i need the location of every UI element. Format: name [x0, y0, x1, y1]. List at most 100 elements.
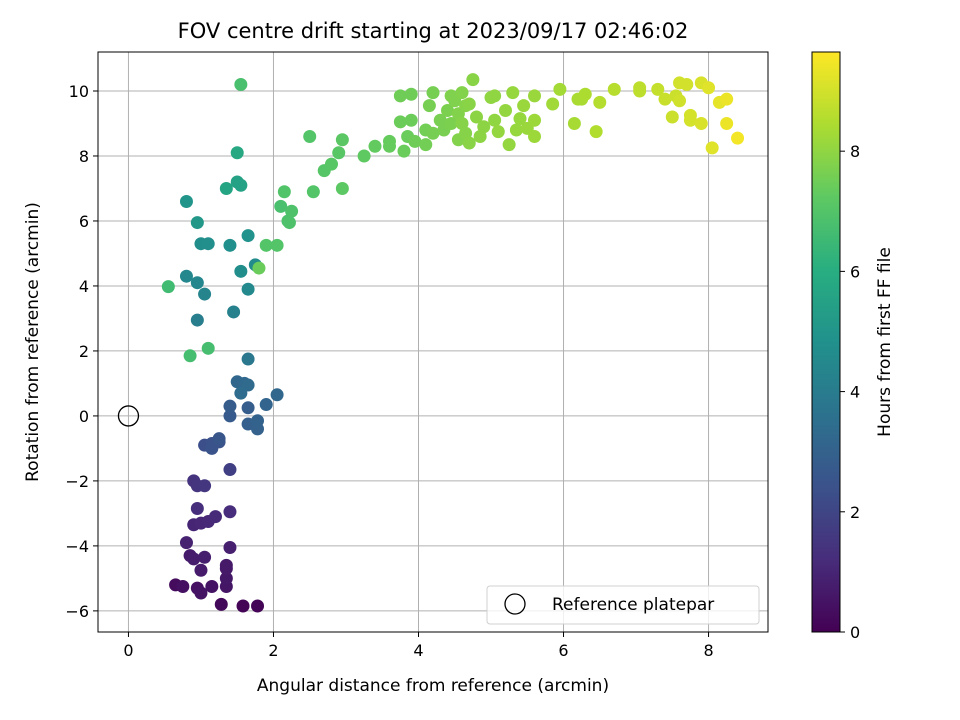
data-point	[706, 141, 719, 154]
data-point	[187, 552, 200, 565]
data-point	[456, 86, 469, 99]
data-point	[223, 505, 236, 518]
x-tick-label: 6	[558, 641, 568, 660]
data-point	[503, 138, 516, 151]
colorbar-tick-label: 2	[850, 503, 860, 522]
data-point	[307, 185, 320, 198]
chart-title: FOV centre drift starting at 2023/09/17 …	[178, 19, 689, 43]
y-axis-label: Rotation from reference (arcmin)	[23, 202, 43, 482]
data-point	[528, 130, 541, 143]
data-point	[731, 132, 744, 145]
colorbar-tick-label: 8	[850, 142, 860, 161]
data-point	[358, 149, 371, 162]
data-point	[198, 288, 211, 301]
data-point	[666, 110, 679, 123]
data-point	[242, 401, 255, 414]
data-point	[405, 88, 418, 101]
data-point	[202, 342, 215, 355]
data-point	[680, 78, 693, 91]
x-tick-label: 4	[413, 641, 423, 660]
data-point	[283, 216, 296, 229]
data-points	[162, 73, 744, 612]
data-point	[397, 145, 410, 158]
data-point	[205, 580, 218, 593]
data-point	[423, 99, 436, 112]
data-point	[546, 97, 559, 110]
data-point	[593, 96, 606, 109]
data-point	[394, 115, 407, 128]
data-point	[191, 502, 204, 515]
data-point	[419, 138, 432, 151]
data-point	[198, 479, 211, 492]
data-point	[191, 314, 204, 327]
data-point	[488, 89, 501, 102]
y-tick-label: −4	[65, 537, 89, 556]
data-point	[191, 216, 204, 229]
data-point	[673, 94, 686, 107]
data-point	[198, 551, 211, 564]
colorbar-tick-label: 0	[850, 623, 860, 642]
data-point	[194, 564, 207, 577]
data-point	[191, 276, 204, 289]
x-tick-label: 0	[123, 641, 133, 660]
data-point	[242, 229, 255, 242]
data-point	[251, 414, 264, 427]
data-point	[234, 387, 247, 400]
data-point	[251, 600, 264, 613]
x-tick-label: 2	[268, 641, 278, 660]
y-tick-label: 8	[79, 147, 89, 166]
colorbar-label: Hours from first FF file	[875, 247, 895, 437]
data-point	[510, 123, 523, 136]
data-point	[252, 262, 265, 275]
data-point	[278, 185, 291, 198]
data-point	[227, 305, 240, 318]
data-point	[220, 559, 233, 572]
colorbar-tick-label: 6	[850, 262, 860, 281]
data-point	[180, 270, 193, 283]
data-point	[488, 114, 501, 127]
data-point	[553, 83, 566, 96]
data-point	[528, 114, 541, 127]
data-point	[492, 125, 505, 138]
legend-reference-label: Reference platepar	[552, 595, 714, 615]
data-point	[215, 598, 228, 611]
data-point	[463, 97, 476, 110]
data-point	[568, 117, 581, 130]
data-point	[633, 81, 646, 94]
data-point	[506, 86, 519, 99]
y-tick-label: 4	[79, 277, 89, 296]
data-point	[223, 239, 236, 252]
data-point	[213, 432, 226, 445]
data-point	[336, 133, 349, 146]
data-point	[176, 580, 189, 593]
y-axis-ticks: −6−4−20246810	[65, 82, 98, 621]
data-point	[325, 158, 338, 171]
data-point	[303, 130, 316, 143]
colorbar: 02468 Hours from first FF file	[812, 52, 895, 642]
data-point	[285, 205, 298, 218]
data-point	[223, 463, 236, 476]
data-point	[162, 280, 175, 293]
data-point	[231, 146, 244, 159]
colorbar-ticks: 02468	[840, 142, 860, 642]
x-axis-ticks: 02468	[123, 632, 713, 660]
data-point	[260, 398, 273, 411]
y-tick-label: −6	[65, 602, 89, 621]
data-point	[237, 600, 250, 613]
y-tick-label: −2	[65, 472, 89, 491]
data-point	[180, 195, 193, 208]
data-point	[271, 388, 284, 401]
data-point	[242, 283, 255, 296]
data-point	[202, 237, 215, 250]
colorbar-gradient	[812, 52, 840, 632]
y-tick-label: 2	[79, 342, 89, 361]
data-point	[590, 125, 603, 138]
data-point	[223, 400, 236, 413]
data-point	[528, 89, 541, 102]
data-point	[234, 78, 247, 91]
y-tick-label: 0	[79, 407, 89, 426]
data-point	[466, 73, 479, 86]
y-tick-label: 6	[79, 212, 89, 231]
data-point	[332, 146, 345, 159]
data-point	[405, 114, 418, 127]
